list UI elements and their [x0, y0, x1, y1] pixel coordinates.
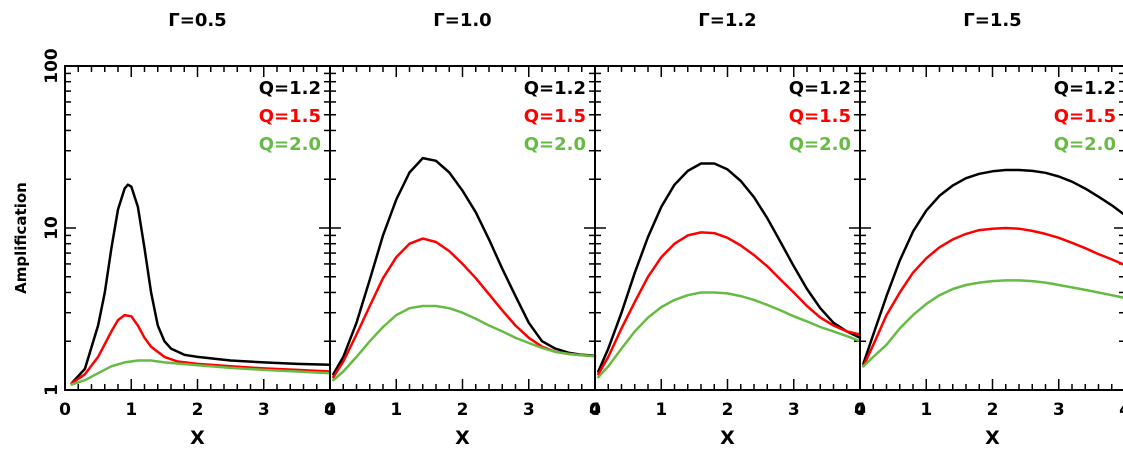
panel-3: Γ=1.2 0 1 2 3 4 X Q=1.2 Q=1.5 Q=2.0	[589, 10, 866, 449]
x-tick-label: 0	[59, 400, 71, 420]
panel-title: Γ=1.2	[698, 10, 756, 31]
x-tick-label: 0	[324, 400, 336, 420]
x-tick-label: 0	[589, 400, 601, 420]
x-tick-label: 4	[589, 400, 601, 420]
x-tick-label: 3	[258, 400, 270, 420]
x-tick-label: 2	[192, 400, 204, 420]
x-axis-label: X	[985, 427, 1000, 449]
x-tick-label: 0	[854, 400, 866, 420]
y-axis-label: Amplification	[12, 182, 30, 294]
x-tick-label: 4	[324, 400, 336, 420]
legend-entry: Q=2.0	[259, 134, 321, 155]
legend-entry: Q=1.2	[524, 78, 586, 99]
legend-entry: Q=1.2	[789, 78, 851, 99]
x-tick-label: 1	[125, 400, 137, 420]
x-tick-label: 1	[920, 400, 932, 420]
legend-entry: Q=1.2	[259, 78, 321, 99]
series-line-q12	[862, 168, 1123, 366]
series-line-q20	[862, 279, 1123, 368]
x-axis-label: X	[455, 427, 470, 449]
x-tick-label: 4	[854, 400, 866, 420]
panel-1: Γ=0.5 0 1 2 3 4 1 10 100 X Amplification Q=1.2 Q=1.5…	[12, 10, 336, 449]
series-line-q12	[70, 183, 332, 385]
legend-entry: Q=1.5	[789, 106, 851, 127]
series-line-q20	[597, 291, 862, 379]
x-tick-label: 3	[1053, 400, 1065, 420]
x-tick-label: 2	[987, 400, 999, 420]
legend-entry: Q=1.2	[1054, 78, 1116, 99]
legend-entry: Q=1.5	[524, 106, 586, 127]
y-tick-label: 1	[42, 384, 62, 396]
legend-entry: Q=1.5	[259, 106, 321, 127]
x-tick-label: 2	[722, 400, 734, 420]
series-line-q15	[70, 313, 332, 385]
series-line-q20	[332, 304, 597, 382]
x-tick-label: 4	[1119, 400, 1123, 420]
panel-title: Γ=0.5	[168, 10, 226, 31]
legend-entry: Q=2.0	[789, 134, 851, 155]
series-line-q15	[862, 226, 1123, 368]
x-tick-label: 3	[788, 400, 800, 420]
series-line-q20	[70, 359, 332, 386]
x-tick-label: 1	[655, 400, 667, 420]
legend-entry: Q=1.5	[1054, 106, 1116, 127]
series-line-q15	[597, 231, 862, 376]
series-line-q12	[332, 156, 597, 376]
series-line-q15	[332, 237, 597, 379]
y-tick-label: 100	[42, 48, 62, 84]
y-tick-label: 10	[42, 216, 62, 240]
plot-frame	[859, 65, 1123, 391]
panel-title: Γ=1.0	[433, 10, 491, 31]
legend-entry: Q=2.0	[1054, 134, 1116, 155]
x-tick-label: 3	[523, 400, 535, 420]
x-axis-label: X	[720, 427, 735, 449]
x-axis-label: X	[190, 427, 205, 449]
panel-2: Γ=1.0 0 1 2 3 4 X Q=1.2 Q=1.5 Q=2.0	[324, 10, 601, 449]
legend-entry: Q=2.0	[524, 134, 586, 155]
series-line-q12	[597, 162, 862, 373]
x-tick-label: 2	[457, 400, 469, 420]
panel-4: Γ=1.5 0 1 2 3 4 X Q=1.2 Q=1.5 Q=2.0	[854, 10, 1123, 449]
x-tick-label: 1	[390, 400, 402, 420]
panel-title: Γ=1.5	[963, 10, 1021, 31]
